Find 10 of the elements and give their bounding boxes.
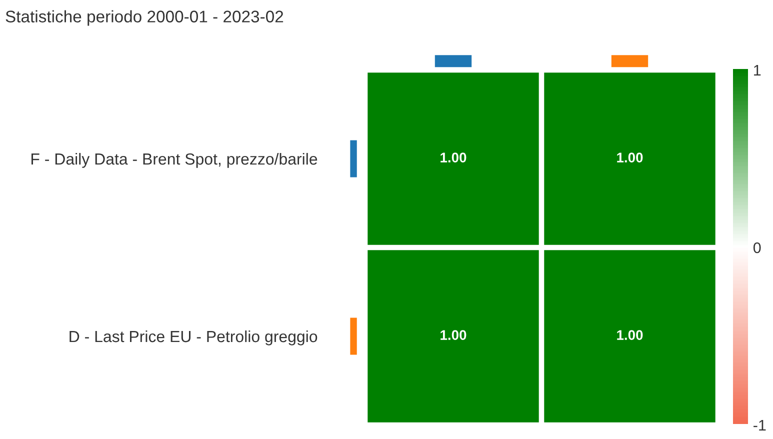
data-label: 1.00 [617, 152, 643, 162]
y-tick-label: D - Last Price EU - Petrolio greggio [70, 330, 318, 346]
text: Statistiche periodo 2000-01 - 2023-02 [6, 10, 284, 26]
data-label: 1.00 [440, 152, 466, 162]
color-bar-label: 1 [754, 65, 761, 76]
color-bar-label: 0 [753, 242, 761, 254]
data-label: 1.00 [440, 330, 466, 340]
color-bar-label: -1 [754, 420, 766, 431]
data-label: 1.00 [617, 330, 643, 340]
y-tick-label: F - Daily Data - Brent Spot, prezzo/barile [31, 152, 318, 168]
